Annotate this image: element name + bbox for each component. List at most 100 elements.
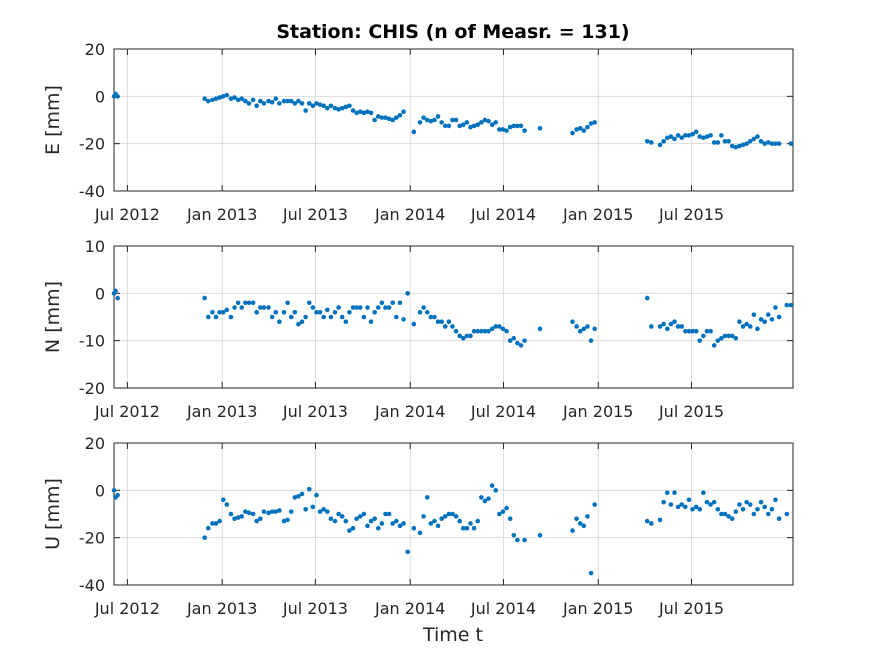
data-point <box>711 499 717 505</box>
data-point <box>577 328 583 334</box>
data-point <box>784 302 790 308</box>
data-point <box>577 125 583 131</box>
data-point <box>303 108 308 113</box>
data-point <box>511 533 517 538</box>
data-point <box>379 300 385 306</box>
data-point <box>701 333 706 339</box>
x-tick-label: Jan 2014 <box>374 205 445 224</box>
data-point <box>281 309 287 315</box>
data-point <box>288 98 294 104</box>
data-point <box>258 305 263 310</box>
data-point <box>424 309 430 315</box>
data-point <box>644 518 650 524</box>
data-point <box>726 333 731 339</box>
data-point <box>210 97 215 103</box>
data-point <box>701 135 706 141</box>
data-point <box>314 101 319 106</box>
data-point <box>661 499 666 505</box>
data-point <box>708 328 713 334</box>
data-point <box>372 117 377 123</box>
data-point <box>232 305 237 310</box>
chart-title: Station: CHIS (n of Measr. = 131) <box>276 21 629 43</box>
x-tick-label: Jul 2014 <box>470 599 536 618</box>
data-point <box>442 324 448 329</box>
data-point <box>354 305 359 310</box>
data-point <box>296 321 301 327</box>
data-point <box>439 120 444 125</box>
data-point <box>497 511 502 517</box>
data-point <box>592 502 597 507</box>
data-point <box>769 141 775 146</box>
data-point <box>328 314 334 320</box>
data-point <box>493 324 499 329</box>
data-point <box>776 314 782 320</box>
data-point <box>740 324 746 329</box>
data-point <box>644 139 650 144</box>
data-point <box>365 109 370 115</box>
data-point <box>432 518 437 524</box>
data-point <box>744 499 749 505</box>
data-point <box>310 305 316 310</box>
data-point <box>428 521 434 526</box>
data-point <box>446 511 452 517</box>
data-point <box>489 122 495 128</box>
y-tick-label: 20 <box>85 40 105 59</box>
data-point <box>649 140 654 145</box>
data-point <box>747 502 753 507</box>
data-point <box>722 333 728 339</box>
data-point <box>390 300 396 306</box>
data-point <box>493 120 499 125</box>
data-point <box>482 117 488 123</box>
data-point <box>690 506 695 512</box>
data-point <box>762 141 767 146</box>
data-point <box>235 97 241 103</box>
data-point <box>737 502 742 507</box>
data-point <box>217 95 222 100</box>
x-tick-label: Jan 2013 <box>186 402 257 421</box>
data-point <box>464 525 470 531</box>
data-point <box>421 115 426 120</box>
data-point <box>690 328 695 334</box>
data-point <box>435 523 441 529</box>
data-point <box>220 309 226 315</box>
panel-n: Jul 2012 Jan 2013 Jul 2013 Jan 2014 Jul 2014… <box>42 237 794 421</box>
data-point <box>220 94 226 99</box>
data-point <box>261 101 267 106</box>
data-point <box>722 139 728 144</box>
data-point <box>740 142 746 148</box>
data-point <box>500 509 506 514</box>
data-point <box>719 336 724 341</box>
data-point <box>428 314 434 320</box>
x-tick-label: Jul 2014 <box>470 402 536 421</box>
data-point <box>518 123 524 129</box>
data-point <box>115 295 120 301</box>
data-point <box>354 516 359 522</box>
data-point <box>504 505 509 511</box>
x-tick-label: Jan 2014 <box>374 402 445 421</box>
data-point <box>479 120 484 125</box>
data-point <box>269 509 275 514</box>
y-tick-label: -10 <box>79 332 105 351</box>
data-point <box>314 309 319 315</box>
data-point <box>277 508 282 513</box>
data-point <box>537 326 543 332</box>
data-point <box>250 511 256 517</box>
data-point <box>285 98 290 104</box>
y-tick-label: 20 <box>85 434 105 453</box>
data-point <box>489 483 495 488</box>
data-point <box>246 300 252 306</box>
data-point <box>324 307 330 313</box>
data-point <box>574 127 579 132</box>
data-point <box>220 497 226 503</box>
data-point <box>758 317 764 322</box>
data-point <box>375 114 381 119</box>
data-point <box>489 326 495 332</box>
data-point <box>719 133 724 138</box>
data-point <box>317 309 323 315</box>
data-point <box>361 511 367 517</box>
data-point <box>258 516 263 522</box>
data-point <box>592 120 597 125</box>
data-point <box>672 319 677 325</box>
plot-area <box>114 246 793 388</box>
data-point <box>397 523 403 529</box>
